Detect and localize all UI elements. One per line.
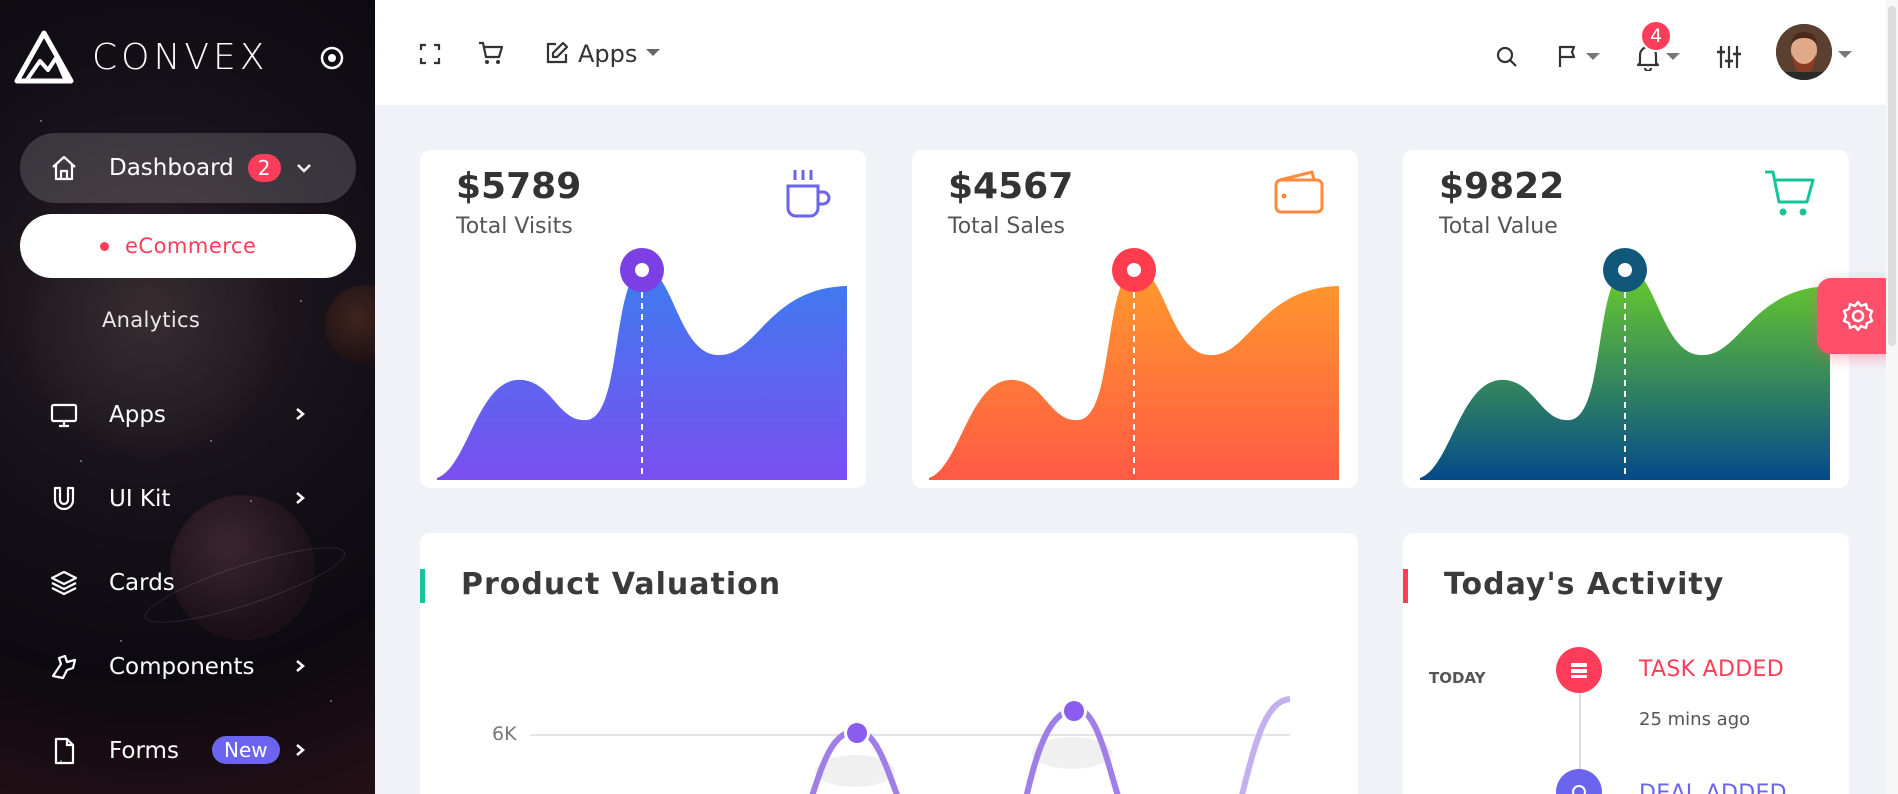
coffee-icon <box>786 170 831 218</box>
search-icon[interactable] <box>1494 44 1520 70</box>
cart-icon[interactable] <box>475 38 507 68</box>
task-icon <box>1556 647 1602 693</box>
sidebar-subitem-analytics[interactable]: Analytics <box>102 308 201 332</box>
chevron-right-icon <box>296 492 305 504</box>
sales-area-chart <box>929 248 1339 480</box>
sidebar-planet-small <box>325 285 375 365</box>
cart-icon <box>1765 170 1815 216</box>
sidebar-item-label: Dashboard <box>109 155 234 181</box>
sidebar-planet <box>170 495 315 640</box>
stat-label: Total Value <box>1439 214 1558 239</box>
caret-down-icon[interactable] <box>1838 51 1852 58</box>
magnet-icon <box>47 482 81 516</box>
sidebar-item-label: Apps <box>109 402 166 428</box>
product-valuation-chart <box>530 696 1291 794</box>
sidebar-subitem-label: eCommerce <box>125 234 257 258</box>
stat-label: Total Sales <box>948 214 1065 239</box>
activity-title: DEAL ADDED <box>1639 781 1787 794</box>
stat-card-value: $9822 Total Value <box>1403 150 1849 488</box>
timeline-line <box>1579 689 1581 794</box>
sidebar-item-dashboard[interactable]: Dashboard 2 <box>20 133 356 203</box>
page-scrollbar[interactable] <box>1886 0 1898 794</box>
section-accent-bar <box>1403 569 1408 603</box>
stat-card-visits: $5789 Total Visits <box>420 150 866 488</box>
activity-title: TASK ADDED <box>1639 657 1784 682</box>
chevron-right-icon <box>296 744 305 756</box>
sidebar-item-ui-kit[interactable]: UI Kit <box>20 464 356 534</box>
sidebar-subitem-ecommerce[interactable]: eCommerce <box>20 214 356 278</box>
activity-time: 25 mins ago <box>1639 709 1751 730</box>
section-title: Today's Activity <box>1444 567 1725 602</box>
activity-day-label: TODAY <box>1429 669 1486 687</box>
sidebar-item-forms[interactable]: Forms New <box>20 716 356 786</box>
convex-logo-icon <box>14 30 74 84</box>
sidebar-item-label: Cards <box>109 570 175 596</box>
new-badge: New <box>212 736 280 764</box>
section-title: Product Valuation <box>461 567 782 602</box>
gear-icon <box>1842 300 1873 332</box>
sliders-icon[interactable] <box>1714 42 1744 72</box>
sidebar-item-apps[interactable]: Apps <box>20 380 356 450</box>
notification-badge: 4 <box>1640 20 1672 52</box>
deal-icon <box>1556 769 1602 794</box>
brand-name: CONVEX <box>92 36 269 78</box>
top-header <box>375 0 1898 105</box>
puzzle-icon <box>47 650 81 684</box>
avatar[interactable] <box>1776 24 1832 80</box>
monitor-icon <box>47 398 81 432</box>
chevron-right-icon <box>296 408 305 420</box>
y-axis-tick: 6K <box>492 723 517 745</box>
sidebar: CONVEX Dashboard 2 eCommerce Analytics A… <box>0 0 375 794</box>
scrollbar-thumb[interactable] <box>1888 6 1896 346</box>
sidebar-item-label: Forms <box>109 738 179 764</box>
fullscreen-icon[interactable] <box>416 40 444 68</box>
active-dot-icon <box>100 241 109 251</box>
product-valuation-card: Product Valuation 6K <box>420 533 1358 794</box>
flag-icon[interactable] <box>1554 42 1582 70</box>
edit-icon[interactable] <box>542 38 572 68</box>
caret-down-icon[interactable] <box>1586 53 1600 60</box>
settings-fab[interactable] <box>1817 278 1898 354</box>
chevron-down-icon <box>296 164 311 173</box>
apps-menu-label[interactable]: Apps <box>578 40 638 68</box>
stat-value: $4567 <box>948 166 1074 207</box>
activity-card: Today's Activity TODAY TASK ADDED 25 min… <box>1403 533 1849 794</box>
sidebar-item-cards[interactable]: Cards <box>20 548 356 618</box>
sidebar-item-label: UI Kit <box>109 486 171 512</box>
stat-value: $5789 <box>456 166 582 207</box>
layers-icon <box>47 566 81 600</box>
brand[interactable]: CONVEX <box>14 30 268 84</box>
sidebar-item-components[interactable]: Components <box>20 632 356 702</box>
stat-label: Total Visits <box>456 214 573 239</box>
visits-area-chart <box>437 248 847 480</box>
sidebar-toggle-icon[interactable] <box>318 44 346 72</box>
wallet-icon <box>1274 170 1324 214</box>
dashboard-badge: 2 <box>247 154 281 182</box>
stat-value: $9822 <box>1439 166 1565 207</box>
caret-down-icon[interactable] <box>1666 53 1680 60</box>
caret-down-icon[interactable] <box>646 49 660 56</box>
chevron-right-icon <box>296 660 305 672</box>
sidebar-item-label: Components <box>109 654 255 680</box>
section-accent-bar <box>420 569 425 603</box>
file-icon <box>47 734 81 768</box>
stat-card-sales: $4567 Total Sales <box>912 150 1358 488</box>
home-icon <box>47 151 81 185</box>
value-area-chart <box>1420 248 1830 480</box>
